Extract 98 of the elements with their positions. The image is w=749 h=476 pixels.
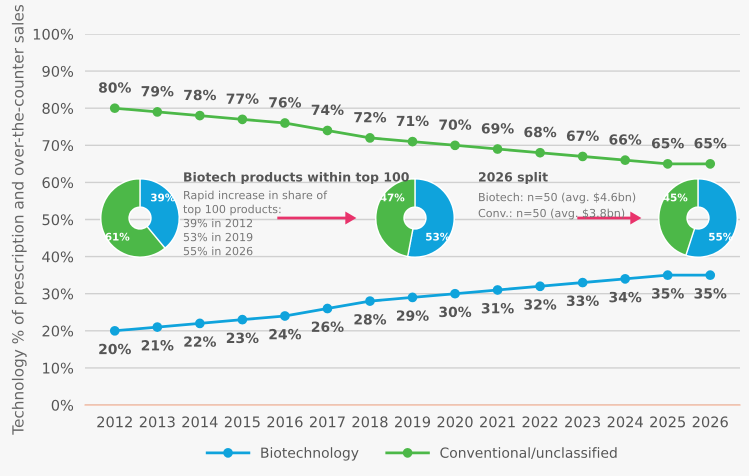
point: [322, 126, 332, 136]
data-label: 65%: [652, 138, 684, 148]
y-tick-label: 0%: [52, 400, 74, 411]
y-axis-title: Technology % of prescription and over-the-counter sales: [12, 5, 27, 435]
data-label: 31%: [482, 302, 514, 314]
data-label: 72%: [354, 112, 386, 122]
data-label: 65%: [694, 138, 726, 148]
x-tick-label: 2019: [395, 416, 430, 428]
legend-label: Biotechnology: [261, 447, 359, 461]
point: [492, 144, 502, 154]
legend-label: Conventional/unclassified: [440, 447, 617, 460]
point: [365, 133, 375, 143]
annotation: Biotech products within top 100: [184, 172, 409, 184]
y-tick-label: 90%: [42, 66, 74, 77]
point: [110, 326, 120, 336]
data-label: 35%: [694, 288, 726, 299]
y-tick-label: 80%: [42, 102, 74, 114]
data-label: 71%: [396, 116, 429, 126]
y-tick-label: 100%: [34, 28, 74, 40]
y-tick-label: 10%: [43, 362, 74, 374]
y-tick-label: 50%: [42, 214, 74, 226]
point: [110, 103, 120, 114]
annotation: Conv.: n=50 (avg. $3.8bn): [478, 208, 624, 220]
x-tick-label: 2016: [267, 416, 303, 428]
data-label: 29%: [396, 310, 429, 321]
point: [322, 304, 332, 314]
data-label: 24%: [269, 328, 302, 340]
data-label: 69%: [482, 123, 514, 134]
x-tick-label: 2024: [608, 416, 643, 428]
point: [662, 158, 673, 169]
data-label: 68%: [524, 126, 556, 138]
x-tick-label: 2018: [352, 416, 388, 428]
data-label: 35%: [652, 288, 684, 299]
point: [365, 296, 375, 306]
x-tick-label: 2017: [310, 416, 345, 428]
data-label: 23%: [226, 332, 259, 344]
point: [408, 292, 418, 302]
data-label: 20%: [99, 344, 131, 354]
annotation: Rapid increase in share of: [184, 190, 328, 202]
point: [194, 318, 205, 328]
data-label: 70%: [439, 119, 472, 130]
x-tick-label: 2013: [140, 416, 175, 428]
y-tick-label: 40%: [42, 251, 74, 262]
x-tick-label: 2020: [438, 416, 473, 428]
point: [578, 152, 588, 162]
x-tick-label: 2023: [565, 416, 600, 428]
data-label: 21%: [142, 340, 174, 351]
point: [492, 285, 502, 295]
annotation: 53% in 2019: [184, 232, 252, 242]
point: [535, 148, 545, 158]
data-label: 33%: [566, 296, 599, 306]
annotation: top 100 products:: [183, 204, 280, 216]
data-label: 66%: [609, 134, 642, 145]
data-label: 32%: [524, 299, 556, 310]
data-label: 34%: [609, 292, 642, 302]
data-label: 77%: [226, 93, 259, 104]
point: [705, 270, 716, 280]
data-label: 76%: [269, 97, 302, 108]
data-label: 28%: [354, 314, 386, 325]
data-label: 26%: [312, 322, 344, 332]
point: [194, 110, 205, 120]
point: [238, 114, 248, 124]
point: [535, 281, 545, 292]
data-label: 30%: [439, 306, 472, 318]
x-tick-label: 2021: [480, 416, 515, 428]
x-tick-label: 2012: [97, 416, 132, 428]
data-label: 79%: [142, 86, 174, 96]
data-label: 80%: [99, 82, 131, 93]
data-label: 67%: [566, 130, 599, 142]
data-label: 22%: [184, 336, 216, 347]
x-tick-label: 2025: [650, 416, 685, 428]
point: [578, 278, 588, 288]
point: [280, 118, 290, 128]
point: [705, 158, 716, 169]
y-tick-label: 60%: [42, 177, 74, 188]
point: [280, 311, 290, 321]
y-tick-label: 30%: [42, 288, 74, 300]
point: [238, 314, 248, 325]
annotation: 39% in 2012: [184, 218, 252, 228]
annotation: Biotech: n=50 (avg. $4.6bn): [479, 192, 636, 204]
point: [450, 288, 460, 299]
point: [620, 274, 630, 284]
annotation: 55% in 2026: [184, 246, 252, 256]
y-tick-label: 20%: [42, 326, 74, 337]
annotation: 2026 split: [478, 172, 548, 184]
x-tick-label: 2022: [522, 416, 558, 428]
x-tick-label: 2014: [182, 416, 218, 428]
x-tick-label: 2026: [692, 416, 728, 428]
point: [620, 155, 630, 165]
x-tick-label: 2015: [224, 416, 260, 428]
point: [152, 107, 162, 117]
point: [408, 136, 418, 146]
data-label: 74%: [312, 104, 344, 116]
data-label: 78%: [184, 90, 216, 100]
point: [450, 140, 460, 150]
point: [152, 322, 162, 332]
y-tick-label: 70%: [42, 140, 74, 152]
point: [662, 270, 673, 280]
